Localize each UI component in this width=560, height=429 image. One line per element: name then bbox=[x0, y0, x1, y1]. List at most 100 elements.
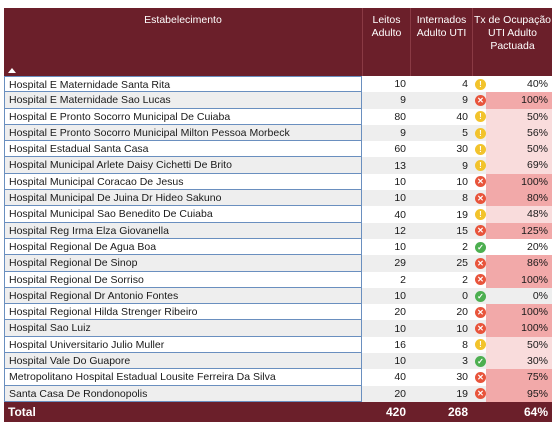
establishment-cell: Hospital Regional Dr Antonio Fontes bbox=[4, 287, 362, 305]
admitted-cell: 20 bbox=[456, 306, 468, 319]
table-row[interactable]: Hospital Municipal Sao Benedito De Cuiab… bbox=[4, 206, 552, 223]
beds-cell: 20 bbox=[394, 387, 406, 400]
check-circle-icon: ✓ bbox=[475, 290, 486, 302]
table-row[interactable]: Hospital Regional De Sinop 29 25 ✕ 86% bbox=[4, 255, 552, 272]
rate-cell: ✕ 100% bbox=[472, 173, 552, 191]
column-header-beds[interactable]: Leitos Adulto bbox=[362, 8, 410, 76]
total-label: Total bbox=[8, 404, 36, 419]
establishment-cell: Santa Casa De Rondonopolis bbox=[4, 385, 362, 402]
establishment-cell: Hospital Sao Luiz bbox=[4, 320, 362, 337]
rate-value: 50% bbox=[486, 141, 552, 158]
rate-value: 100% bbox=[486, 304, 552, 321]
table-row[interactable]: Hospital Regional De Sorriso 2 2 ✕ 100% bbox=[4, 271, 552, 288]
table-row[interactable]: Hospital E Maternidade Sao Lucas 9 9 ✕ 100% bbox=[4, 92, 552, 109]
x-circle-icon: ✕ bbox=[475, 225, 486, 237]
establishment-cell: Hospital Municipal De Juina Dr Hideo Sak… bbox=[4, 190, 362, 207]
rate-cell: ✕ 100% bbox=[472, 304, 552, 321]
table-row[interactable]: Hospital Universitario Julio Muller 16 8! 5… bbox=[4, 336, 552, 354]
table-row[interactable]: Hospital Municipal Arlete Daisy Cichetti… bbox=[4, 157, 552, 174]
table-row[interactable]: Hospital Vale Do Guapore 10 3 ✓ 30% bbox=[4, 353, 552, 370]
rate-value: 100% bbox=[486, 320, 552, 337]
admitted-cell: 10 bbox=[456, 175, 468, 188]
x-circle-icon: ✕ bbox=[475, 176, 486, 188]
rate-cell: ✕ 125% bbox=[472, 222, 552, 239]
rate-cell: ! 50% bbox=[472, 336, 552, 354]
column-header-admitted[interactable]: Internados Adulto UTI bbox=[410, 8, 472, 76]
admitted-cell: 0 bbox=[462, 290, 468, 302]
rate-cell: ✕ 86% bbox=[472, 255, 552, 272]
table-row[interactable]: Hospital Municipal De Juina Dr Hideo Sak… bbox=[4, 190, 552, 207]
table-row[interactable]: Santa Casa De Rondonopolis 20 19 ✕ 95% bbox=[4, 385, 552, 402]
establishment-cell: Hospital E Maternidade Sao Lucas bbox=[4, 92, 362, 109]
rate-value: 100% bbox=[486, 92, 552, 109]
beds-cell: 9 bbox=[400, 94, 406, 107]
establishment-cell: Hospital E Maternidade Santa Rita bbox=[4, 76, 362, 93]
admitted-cell: 10 bbox=[456, 322, 468, 335]
rate-cell: ✓ 0% bbox=[472, 288, 552, 304]
rate-value: 86% bbox=[486, 255, 552, 272]
rate-cell: ✕ 100% bbox=[472, 92, 552, 109]
rate-value: 48% bbox=[486, 206, 552, 223]
rate-value: 75% bbox=[486, 369, 552, 386]
beds-cell: 10 bbox=[394, 290, 406, 302]
beds-cell: 9 bbox=[400, 127, 406, 140]
rate-value: 30% bbox=[486, 353, 552, 370]
table-row[interactable]: Hospital Regional Hilda Strenger Ribeiro… bbox=[4, 304, 552, 321]
rate-value: 50% bbox=[486, 336, 552, 354]
table-row[interactable]: Hospital Municipal Coracao De Jesus 10 10 ✕… bbox=[4, 173, 552, 191]
sort-asc-icon[interactable] bbox=[8, 68, 16, 73]
admitted-cell: 40 bbox=[456, 110, 468, 123]
column-header-establishment[interactable]: Estabelecimento bbox=[4, 8, 362, 76]
table-row[interactable]: Hospital Regional Dr Antonio Fontes 10 0 ✓ 0… bbox=[4, 287, 552, 305]
column-header-rate[interactable]: Tx de Ocupação UTI Adulto Pactuada bbox=[472, 8, 552, 76]
admitted-cell: 4 bbox=[462, 78, 468, 91]
rate-value: 50% bbox=[486, 108, 552, 125]
admitted-cell: 19 bbox=[456, 208, 468, 221]
establishment-cell: Hospital Universitario Julio Muller bbox=[4, 336, 362, 354]
warning-circle-icon: ! bbox=[475, 339, 486, 351]
table-row[interactable]: Hospital Estadual Santa Casa 60 30! 50% bbox=[4, 141, 552, 158]
admitted-cell: 8 bbox=[462, 338, 468, 351]
admitted-cell: 2 bbox=[462, 241, 468, 254]
table-header: Estabelecimento Leitos Adulto Internados… bbox=[4, 8, 552, 76]
column-header-label: Tx de Ocupação UTI Adulto Pactuada bbox=[473, 14, 552, 52]
table-row[interactable]: Hospital Sao Luiz 10 10 ✕ 100% bbox=[4, 320, 552, 337]
admitted-cell: 5 bbox=[462, 127, 468, 140]
rate-value: 95% bbox=[486, 385, 552, 402]
rate-value: 69% bbox=[486, 157, 552, 174]
total-rate: 64% bbox=[523, 404, 548, 419]
x-circle-icon: ✕ bbox=[475, 274, 486, 286]
x-circle-icon: ✕ bbox=[475, 306, 486, 318]
beds-cell: 2 bbox=[400, 273, 406, 286]
table-row[interactable]: Hospital E Pronto Socorro Municipal Milt… bbox=[4, 124, 552, 142]
table-row[interactable]: Hospital E Maternidade Santa Rita 10 4! 40% bbox=[4, 76, 552, 93]
rate-cell: ! 48% bbox=[472, 206, 552, 223]
rate-cell: ✕ 80% bbox=[472, 190, 552, 207]
beds-cell: 40 bbox=[394, 208, 406, 221]
table-row[interactable]: Hospital Regional De Agua Boa 10 2 ✓ 20% bbox=[4, 238, 552, 256]
x-circle-icon: ✕ bbox=[475, 94, 486, 106]
rate-cell: ✕ 100% bbox=[472, 320, 552, 337]
rate-cell: ✓ 30% bbox=[472, 353, 552, 370]
rate-value: 20% bbox=[526, 240, 548, 253]
establishment-cell: Hospital E Pronto Socorro Municipal De C… bbox=[4, 108, 362, 125]
admitted-cell: 9 bbox=[462, 159, 468, 172]
beds-cell: 13 bbox=[394, 159, 406, 172]
beds-cell: 80 bbox=[394, 110, 406, 123]
table-row[interactable]: Hospital E Pronto Socorro Municipal De C… bbox=[4, 108, 552, 125]
establishment-cell: Hospital Estadual Santa Casa bbox=[4, 141, 362, 158]
warning-circle-icon: ! bbox=[475, 160, 486, 172]
rate-cell: ! 40% bbox=[472, 76, 552, 92]
warning-circle-icon: ! bbox=[475, 143, 486, 155]
table-row[interactable]: Hospital Reg Irma Elza Giovanella 12 15 ✕ 12… bbox=[4, 222, 552, 239]
rate-value: 40% bbox=[526, 78, 548, 90]
establishment-cell: Hospital Regional De Sinop bbox=[4, 255, 362, 272]
establishment-cell: Hospital Reg Irma Elza Giovanella bbox=[4, 222, 362, 239]
admitted-cell: 9 bbox=[462, 94, 468, 107]
total-beds: 420 bbox=[385, 404, 406, 419]
table-row[interactable]: Metropolitano Hospital Estadual Lousite … bbox=[4, 369, 552, 386]
beds-cell: 10 bbox=[394, 241, 406, 254]
beds-cell: 10 bbox=[394, 175, 406, 188]
table-body: Hospital E Maternidade Santa Rita 10 4! 40%… bbox=[4, 76, 552, 402]
beds-cell: 10 bbox=[394, 322, 406, 335]
